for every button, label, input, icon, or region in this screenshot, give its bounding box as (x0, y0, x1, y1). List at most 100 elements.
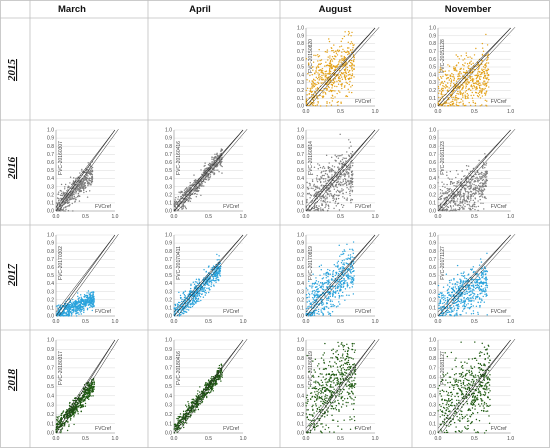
data-point (332, 279, 334, 281)
data-point (181, 193, 184, 196)
data-point (194, 180, 196, 182)
y-tick-label: 0.5 (297, 168, 304, 174)
data-point (68, 194, 70, 196)
y-tick-label: 0.5 (47, 273, 54, 279)
y-tick-label: 0.6 (47, 265, 54, 271)
data-point (177, 203, 179, 205)
data-point (462, 104, 464, 106)
data-point (67, 186, 70, 189)
data-point (67, 315, 70, 317)
data-point (447, 74, 449, 76)
y-tick-label: 0.5 (429, 65, 436, 71)
data-point (319, 78, 321, 80)
data-point (347, 273, 349, 275)
data-point (181, 203, 183, 205)
data-point (323, 91, 325, 93)
data-point (348, 32, 351, 34)
data-point (86, 182, 89, 184)
data-point (335, 50, 337, 52)
data-point (449, 104, 451, 106)
data-point (480, 195, 482, 197)
data-point (447, 189, 449, 192)
data-point (350, 275, 352, 277)
data-point (335, 291, 337, 293)
data-point (308, 285, 311, 287)
data-point (459, 208, 461, 210)
data-point (481, 42, 484, 45)
data-point (92, 291, 95, 293)
data-point (349, 167, 352, 169)
data-point (321, 184, 323, 186)
data-point (323, 196, 325, 198)
data-point (325, 274, 327, 277)
data-point (313, 189, 316, 192)
y-axis-label: FVC-20170411 (176, 246, 182, 280)
data-point (351, 280, 353, 283)
data-point (185, 303, 187, 305)
data-point (64, 308, 67, 310)
data-point (454, 204, 457, 206)
data-point (319, 105, 322, 107)
data-point (213, 285, 215, 287)
data-point (196, 185, 198, 187)
data-point (473, 203, 475, 205)
data-point (467, 79, 469, 81)
data-point (91, 303, 94, 306)
data-point (311, 83, 313, 85)
data-point (315, 76, 318, 79)
data-point (174, 206, 177, 208)
data-point (199, 185, 201, 188)
data-point (315, 70, 317, 72)
data-point (321, 95, 323, 98)
data-point (81, 168, 83, 171)
data-point (317, 163, 319, 165)
data-point (446, 206, 448, 208)
data-point (450, 207, 453, 209)
data-point (86, 294, 89, 297)
data-point (483, 88, 485, 91)
data-point (484, 74, 487, 77)
y-tick-label: 0.6 (429, 160, 436, 166)
data-point (340, 45, 343, 47)
y-tick-label: 0.3 (429, 184, 436, 190)
data-point (481, 69, 484, 72)
data-point (328, 195, 331, 197)
data-point (331, 275, 334, 278)
y-tick-label: 0.6 (47, 160, 54, 166)
data-point (471, 78, 473, 81)
data-point (443, 86, 445, 88)
data-point (77, 194, 80, 197)
data-point (346, 197, 349, 199)
data-point (65, 208, 67, 210)
data-point (313, 78, 315, 81)
data-point (438, 71, 441, 74)
data-point (346, 82, 348, 85)
data-point (209, 289, 211, 291)
data-point (349, 194, 351, 197)
data-point (332, 295, 334, 298)
data-point (451, 192, 453, 195)
data-point (184, 310, 186, 313)
data-point (183, 312, 185, 315)
data-point (307, 289, 309, 291)
data-point (481, 191, 483, 194)
data-point (455, 96, 457, 99)
data-point (453, 105, 455, 107)
data-point (317, 168, 319, 170)
data-point (347, 276, 349, 279)
data-point (313, 85, 316, 88)
data-point (313, 54, 315, 57)
data-point (320, 264, 323, 266)
y-tick-label: 0.6 (165, 160, 172, 166)
data-point (86, 177, 88, 179)
data-point (447, 77, 450, 79)
data-point (339, 183, 341, 185)
data-point (330, 169, 332, 171)
x-tick-label: 1.0 (507, 109, 514, 115)
data-point (352, 241, 355, 243)
data-point (317, 194, 320, 196)
data-point (349, 177, 352, 180)
data-point (312, 69, 314, 71)
x-tick-label: 0.0 (435, 109, 442, 115)
data-point (211, 275, 214, 277)
